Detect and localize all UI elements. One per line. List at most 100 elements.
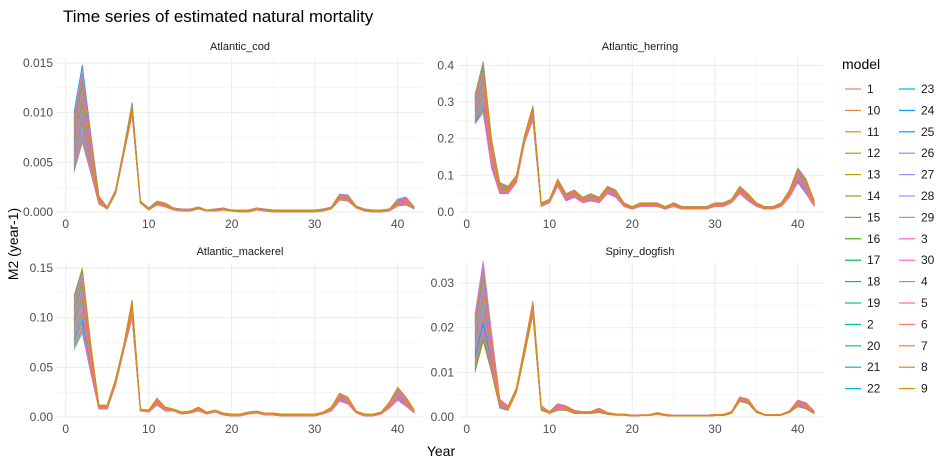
series-line-model-21 — [73, 114, 415, 213]
legend-label: 7 — [921, 339, 928, 353]
y-tick-label: 0.03 — [431, 276, 455, 290]
legend-item-18: 18 — [845, 275, 881, 289]
series-line-model-14 — [474, 309, 815, 417]
series-line-model-23 — [474, 80, 815, 209]
series-line-model-19 — [474, 89, 815, 209]
series-line-model-26 — [73, 303, 415, 416]
legend-label: 24 — [921, 103, 935, 117]
series-line-model-15 — [474, 287, 815, 416]
x-tick-label: 40 — [391, 422, 405, 436]
series-line-model-30 — [73, 294, 415, 416]
legend-title: model — [842, 56, 880, 72]
series-line-model-11 — [73, 287, 415, 416]
series-line-model-26 — [474, 95, 815, 210]
series-line-model-25 — [73, 315, 415, 417]
facet-panel-atlantic-mackerel: 0.00 0.05 0.10 0.15 0 10 20 30 40 Atlantic_macker… — [30, 246, 423, 436]
y-tick-label: 0.10 — [30, 311, 54, 325]
series-line-model-13 — [474, 110, 815, 210]
legend-item-4: 4 — [899, 275, 928, 289]
series-line-model-18 — [474, 310, 815, 417]
legend-label: 28 — [921, 189, 935, 203]
series-line-model-1 — [73, 114, 415, 213]
series-line-model-25 — [474, 108, 815, 210]
series-line-model-10 — [73, 301, 415, 416]
series-line-model-29 — [73, 70, 415, 211]
legend-item-6: 6 — [899, 317, 928, 331]
y-tick-label: 0.0 — [437, 205, 454, 219]
legend-label: 18 — [867, 275, 881, 289]
series-line-model-22 — [474, 91, 815, 209]
facet-strip-title: Atlantic_cod — [210, 41, 270, 53]
legend-item-27: 27 — [899, 168, 935, 182]
series-line-model-5 — [474, 313, 815, 417]
series-line-model-17 — [73, 316, 415, 417]
legend-label: 13 — [867, 168, 881, 182]
legend-item-8: 8 — [899, 360, 928, 374]
series-line-model-7 — [474, 297, 815, 417]
x-tick-label: 0 — [62, 422, 69, 436]
legend-item-12: 12 — [845, 146, 881, 160]
series-line-model-6 — [474, 310, 815, 417]
series-line-model-13 — [73, 67, 415, 211]
series-line-model-1 — [73, 315, 415, 417]
series-line-model-27 — [73, 289, 415, 416]
y-tick-label: 0.00 — [431, 410, 455, 424]
x-tick-label: 40 — [791, 422, 805, 436]
series-line-model-5 — [73, 317, 415, 417]
series-line-model-11 — [73, 105, 415, 212]
legend-label: 10 — [867, 103, 881, 117]
x-tick-label: 20 — [626, 422, 640, 436]
series-line-model-14 — [73, 305, 415, 416]
series-line-model-2 — [73, 280, 415, 415]
series-line-model-8 — [73, 283, 415, 415]
series-line-model-24 — [474, 313, 815, 417]
x-tick-label: 0 — [463, 422, 470, 436]
legend-label: 26 — [921, 146, 935, 160]
series-line-model-19 — [73, 296, 415, 416]
x-tick-label: 30 — [308, 422, 322, 436]
y-tick-label: 0.015 — [23, 56, 53, 70]
series-line-model-23 — [73, 103, 415, 212]
series-line-model-9 — [73, 81, 415, 211]
series-line-model-20 — [474, 313, 815, 417]
chart-title: Time series of estimated natural mortali… — [63, 7, 374, 26]
series-line-model-15 — [73, 291, 415, 416]
y-tick-label: 0.4 — [437, 58, 454, 72]
legend-label: 16 — [867, 232, 881, 246]
series-line-model-9 — [474, 313, 815, 417]
legend-item-9: 9 — [899, 382, 928, 396]
legend-label: 1 — [867, 82, 874, 96]
x-tick-label: 30 — [708, 422, 722, 436]
series-line-model-6 — [73, 312, 415, 416]
y-tick-label: 0.000 — [23, 205, 53, 219]
legend-label: 9 — [921, 382, 928, 396]
series-line-model-12 — [474, 314, 815, 417]
y-tick-label: 0.05 — [30, 360, 54, 374]
legend-label: 19 — [867, 296, 881, 310]
series-line-model-19 — [474, 294, 815, 416]
series-line-model-26 — [474, 308, 815, 417]
facet-strip-title: Atlantic_herring — [602, 41, 678, 53]
series-line-model-30 — [474, 291, 815, 416]
legend-label: 4 — [921, 275, 928, 289]
series-line-model-27 — [474, 84, 815, 209]
series-line-model-7 — [474, 90, 815, 209]
series-line-model-18 — [474, 100, 815, 210]
x-tick-label: 10 — [543, 422, 557, 436]
legend-label: 30 — [921, 253, 935, 267]
x-tick-label: 40 — [391, 217, 405, 231]
legend-label: 8 — [921, 360, 928, 374]
series-line-model-21 — [474, 311, 815, 417]
series-line-model-3 — [73, 308, 415, 416]
series-line-model-7 — [73, 298, 415, 416]
x-tick-label: 20 — [225, 217, 239, 231]
series-line-model-6 — [474, 102, 815, 210]
series-line-model-9 — [73, 267, 415, 415]
series-line-model-2 — [73, 97, 415, 212]
facet-strip-title: Spiny_dogfish — [605, 246, 674, 258]
series-line-model-15 — [474, 86, 815, 209]
x-tick-label: 20 — [225, 422, 239, 436]
legend-item-23: 23 — [899, 82, 935, 96]
legend-item-24: 24 — [899, 103, 935, 117]
legend-item-7: 7 — [899, 339, 928, 353]
